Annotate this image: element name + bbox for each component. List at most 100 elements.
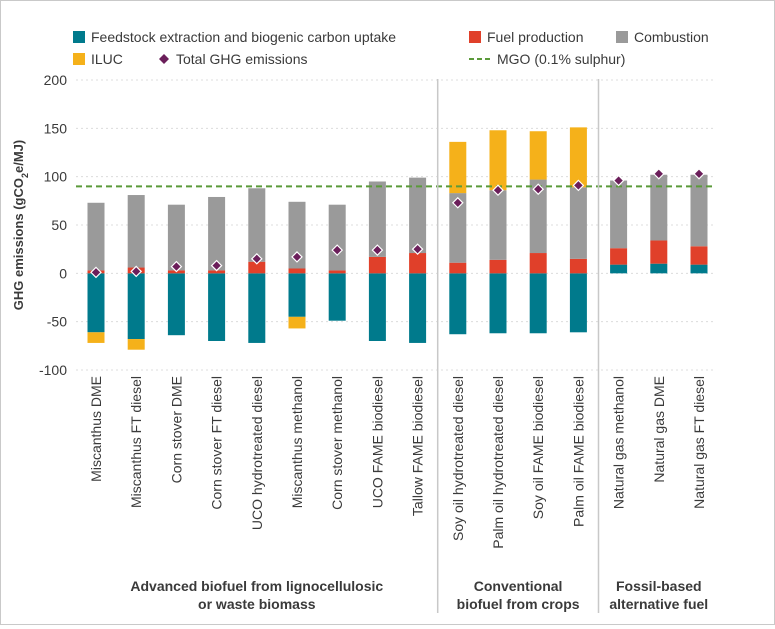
total-marker-13	[612, 174, 625, 187]
legend-label-total-ghg-emissions: Total GHG emissions	[176, 51, 307, 67]
bar-fuel-production-3	[208, 270, 226, 274]
legend-swatch-feedstock-extraction-and-biogenic-carbon-uptake	[73, 31, 85, 43]
legend: Feedstock extraction and biogenic carbon…	[73, 29, 709, 67]
bar-combustion-15	[690, 174, 708, 247]
total-markers	[90, 167, 705, 279]
y-axis-title: GHG emissions (gCO2e/MJ)	[11, 140, 30, 310]
total-marker-1	[130, 265, 143, 278]
group-separators	[436, 79, 600, 613]
legend-swatch-fuel-production	[469, 31, 481, 43]
bar-combustion-4	[248, 188, 266, 262]
bar-fuel-production-6	[328, 270, 346, 274]
bar-fuel-production-4	[248, 261, 266, 274]
bar-feedstock-extraction-and-biogenic-carbon-uptake-7	[368, 273, 386, 341]
legend-label-combustion: Combustion	[634, 29, 709, 45]
y-axis-label: GHG emissions (gCO2e/MJ)	[11, 140, 30, 310]
x-category-label: Miscanthus DME	[88, 376, 104, 482]
group-label: biofuel from crops	[457, 596, 580, 612]
bar-combustion-11	[529, 179, 547, 254]
total-marker-5	[291, 251, 303, 263]
bar-feedstock-extraction-and-biogenic-carbon-uptake-10	[489, 273, 507, 334]
bar-feedstock-extraction-and-biogenic-carbon-uptake-2	[167, 273, 185, 336]
bar-iluc-10	[489, 130, 507, 191]
bar-iluc-9	[449, 141, 467, 194]
total-marker-8	[411, 243, 424, 256]
bar-combustion-12	[569, 187, 587, 259]
bar-combustion-14	[650, 174, 668, 241]
bar-fuel-production-13	[610, 248, 628, 265]
x-category-label: Miscanthus methanol	[289, 376, 305, 508]
total-marker-6	[331, 244, 344, 256]
x-category-label: Soy oil FAME biodiesel	[530, 376, 546, 519]
x-category-label: Miscanthus FT diesel	[128, 376, 144, 508]
bar-feedstock-extraction-and-biogenic-carbon-uptake-15	[690, 264, 708, 274]
legend-swatch-total-ghg-emissions	[159, 54, 169, 64]
bar-iluc-1	[127, 339, 145, 350]
x-category-label: Tallow FAME biodiesel	[410, 376, 426, 516]
bar-iluc-12	[569, 127, 587, 188]
x-category-label: Corn stover FT diesel	[209, 376, 225, 510]
group-label: alternative fuel	[609, 596, 708, 612]
group-label: Fossil-based	[616, 578, 702, 594]
y-tick-label: -100	[39, 362, 67, 378]
y-tick-label: -50	[47, 314, 67, 330]
x-category-label: UCO FAME biodiesel	[369, 376, 385, 508]
bar-fuel-production-8	[409, 253, 427, 274]
bar-combustion-0	[87, 202, 105, 271]
bar-iluc-5	[288, 316, 306, 329]
y-tick-label: 50	[51, 217, 67, 233]
y-tick-label: 100	[44, 169, 68, 185]
total-marker-14	[652, 167, 665, 180]
x-category-label: UCO hydrotreated diesel	[249, 376, 265, 530]
total-marker-7	[371, 244, 384, 256]
bar-feedstock-extraction-and-biogenic-carbon-uptake-5	[288, 273, 306, 317]
x-category-label: Natural gas FT diesel	[691, 376, 707, 509]
bar-iluc-0	[87, 332, 105, 343]
x-category-label: Corn stover DME	[168, 376, 184, 483]
total-marker-11	[532, 183, 545, 196]
bar-combustion-1	[127, 195, 145, 268]
bar-feedstock-extraction-and-biogenic-carbon-uptake-8	[409, 273, 427, 343]
bar-feedstock-extraction-and-biogenic-carbon-uptake-13	[610, 264, 628, 274]
x-axis-labels: Miscanthus DME Miscanthus FT diesel Corn s…	[88, 376, 707, 549]
total-marker-12	[572, 179, 585, 192]
total-marker-10	[492, 184, 504, 197]
bar-feedstock-extraction-and-biogenic-carbon-uptake-12	[569, 273, 587, 333]
bar-feedstock-extraction-and-biogenic-carbon-uptake-1	[127, 273, 145, 340]
bar-combustion-5	[288, 201, 306, 269]
legend-label-feedstock-extraction-and-biogenic-carbon-uptake: Feedstock extraction and biogenic carbon…	[91, 29, 396, 45]
bar-feedstock-extraction-and-biogenic-carbon-uptake-4	[248, 273, 266, 343]
bar-feedstock-extraction-and-biogenic-carbon-uptake-3	[208, 273, 226, 341]
total-marker-0	[90, 266, 102, 279]
legend-label-mgo-0-1-sulphur: MGO (0.1% sulphur)	[497, 51, 625, 67]
group-label: Advanced biofuel from lignocellulosic	[130, 578, 383, 594]
bar-combustion-3	[208, 196, 226, 271]
bar-fuel-production-5	[288, 268, 306, 274]
y-axis-ticks: -100 -50 0 50 100 150 200	[39, 72, 67, 378]
y-tick-label: 0	[59, 265, 67, 281]
bar-iluc-11	[529, 131, 547, 180]
bar-combustion-13	[610, 180, 628, 249]
group-label: Conventional	[474, 578, 563, 594]
legend-swatch-iluc	[73, 53, 85, 65]
x-category-label: Palm oil FAME biodiesel	[570, 376, 586, 527]
x-category-label: Palm oil hydrotreated diesel	[490, 376, 506, 549]
bar-feedstock-extraction-and-biogenic-carbon-uptake-6	[328, 273, 346, 321]
x-category-label: Corn stover methanol	[329, 376, 345, 510]
bar-combustion-8	[409, 177, 427, 254]
bar-fuel-production-9	[449, 262, 467, 274]
legend-label-iluc: ILUC	[91, 51, 123, 67]
legend-swatch-combustion	[616, 31, 628, 43]
bar-feedstock-extraction-and-biogenic-carbon-uptake-14	[650, 263, 668, 274]
y-tick-label: 150	[44, 120, 68, 136]
bar-combustion-2	[167, 204, 185, 271]
group-label: or waste biomass	[198, 596, 316, 612]
group-labels: Advanced biofuel from lignocellulosic or …	[130, 578, 708, 612]
bar-combustion-7	[368, 181, 386, 257]
total-marker-2	[170, 260, 183, 273]
bar-fuel-production-11	[529, 253, 547, 274]
bar-combustion-9	[449, 193, 467, 263]
bar-fuel-production-14	[650, 240, 668, 264]
bar-fuel-production-7	[368, 256, 386, 274]
